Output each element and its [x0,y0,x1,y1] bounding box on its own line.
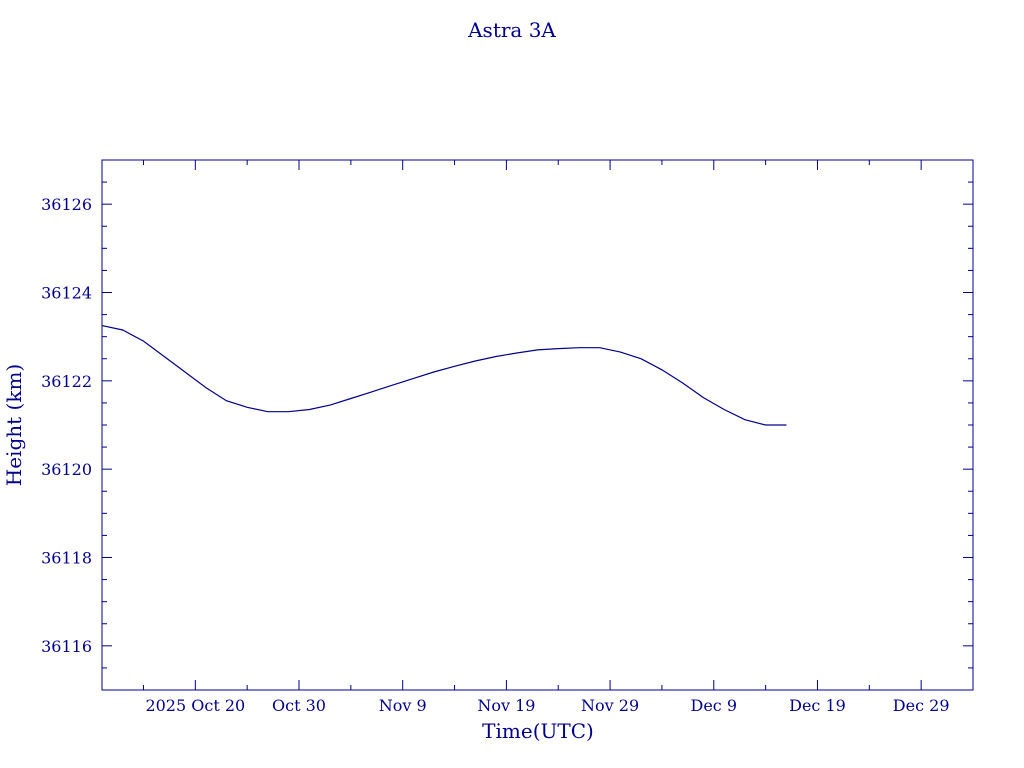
x-axis-label: Time(UTC) [482,719,594,743]
axis-ticks: 36116 36118 36120 36122 36124 36126 2025 Oct 2… [41,160,973,715]
y-tick-label: 36124 [41,284,92,303]
y-tick-label: 36126 [41,195,92,214]
x-tick-label: Nov 9 [379,696,427,715]
y-axis-label: Height (km) [2,364,26,486]
x-tick-label: Dec 9 [691,696,738,715]
series-group [101,325,787,426]
x-tick-label: Nov 19 [477,696,535,715]
x-tick-label: Oct 30 [272,696,326,715]
plot-frame [101,159,974,691]
x-tick-label: Dec 29 [893,696,950,715]
y-tick-label: 36118 [41,549,92,568]
y-tick-label: 36116 [41,637,92,656]
chart-title: Astra 3A [467,18,556,42]
x-tick-label: Nov 29 [581,696,639,715]
height-series-line [101,325,787,426]
y-tick-label: 36120 [41,460,92,479]
y-tick-label: 36122 [41,372,92,391]
x-tick-label: Dec 19 [789,696,846,715]
x-tick-label: 2025 Oct 20 [145,696,245,715]
